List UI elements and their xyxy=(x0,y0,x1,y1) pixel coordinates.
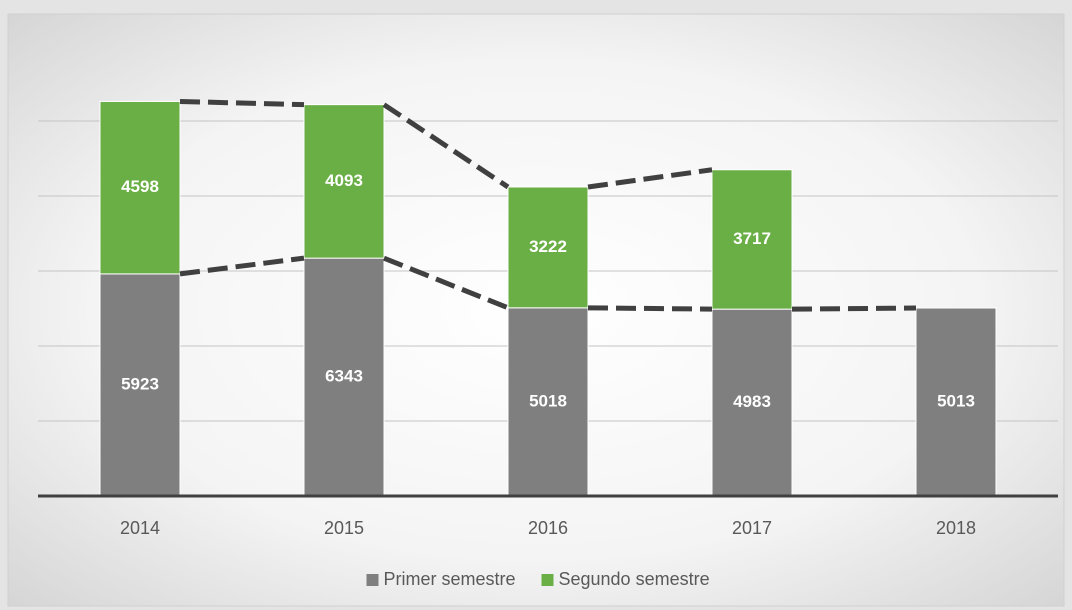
bar-segment xyxy=(507,186,589,309)
data-label: 3717 xyxy=(733,229,771,248)
data-label: 4093 xyxy=(325,171,363,190)
legend-swatch xyxy=(366,574,379,586)
connector xyxy=(179,255,305,277)
connector xyxy=(587,305,713,312)
data-label: 4598 xyxy=(121,177,159,196)
bar-segment xyxy=(915,307,997,497)
data-label: 5013 xyxy=(937,391,975,410)
bar-segment xyxy=(99,273,181,497)
data-label: 6343 xyxy=(325,367,363,386)
data-label: 5018 xyxy=(529,391,567,410)
connector xyxy=(383,255,509,311)
x-tick-label: 2015 xyxy=(324,518,364,538)
x-tick-label: 2014 xyxy=(120,518,160,538)
legend-label: Segundo semestre xyxy=(559,569,710,589)
bar-segment xyxy=(99,100,181,275)
bar-segment xyxy=(711,308,793,497)
connector xyxy=(791,305,917,312)
x-tick-label: 2017 xyxy=(732,518,772,538)
data-label: 4983 xyxy=(733,392,771,411)
bar-segment xyxy=(303,257,385,497)
data-label: 3222 xyxy=(529,237,567,256)
bar-segment xyxy=(303,104,385,259)
x-tick-label: 2016 xyxy=(528,518,568,538)
data-label: 5923 xyxy=(121,374,159,393)
connector xyxy=(179,98,305,108)
connector xyxy=(382,102,510,190)
legend-label: Primer semestre xyxy=(384,569,516,589)
bar-segment xyxy=(711,169,793,310)
legend-swatch xyxy=(541,574,554,586)
x-tick-label: 2018 xyxy=(936,518,976,538)
connector xyxy=(587,167,713,190)
